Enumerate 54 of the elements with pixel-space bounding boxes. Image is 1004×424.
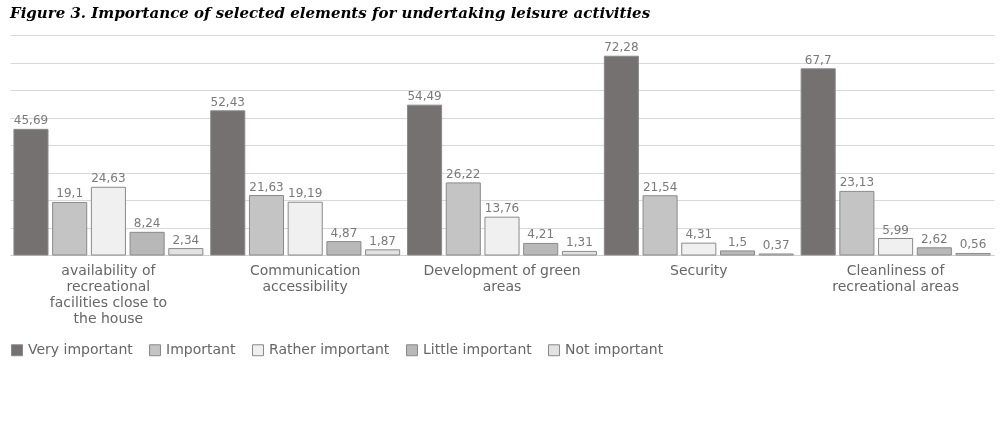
- data-label: 4,21: [527, 227, 555, 242]
- x-tick-label: Communication accessibility: [250, 261, 361, 294]
- data-label: 52,43: [210, 94, 245, 109]
- bar: [326, 241, 362, 256]
- bar: [407, 104, 443, 256]
- data-label: 21,54: [642, 179, 678, 194]
- legend-label: Very important: [28, 341, 134, 358]
- data-label: 4,31: [685, 227, 713, 242]
- bar: [129, 231, 165, 256]
- data-label: 13,76: [484, 201, 520, 216]
- x-tick-label: Cleanliness of recreational areas: [832, 261, 959, 294]
- bar: [90, 186, 126, 256]
- bar: [800, 68, 836, 256]
- data-label: 26,22: [446, 166, 481, 181]
- data-label: 24,63: [91, 171, 126, 186]
- bar: [561, 250, 597, 256]
- data-label: 5,99: [882, 222, 909, 237]
- bar: [287, 201, 323, 256]
- x-tick-label: Development of green areas: [423, 261, 581, 294]
- bar: [365, 249, 401, 256]
- x-tick-label: Security: [670, 261, 728, 278]
- data-label: 19,19: [288, 186, 323, 201]
- bar: [523, 242, 559, 256]
- bar: [168, 248, 204, 256]
- data-label: 72,28: [604, 40, 639, 55]
- bar: [484, 216, 520, 256]
- data-label: 0,56: [959, 237, 987, 252]
- data-label: 4,87: [330, 225, 358, 240]
- data-label: 2,62: [920, 231, 948, 246]
- bar: [603, 55, 639, 256]
- bar: [681, 242, 717, 256]
- data-label: 8,24: [133, 216, 161, 231]
- bar: [878, 238, 914, 256]
- data-label: 54,49: [407, 89, 442, 104]
- data-label: 1,87: [369, 233, 396, 248]
- data-label: 2,34: [172, 232, 200, 247]
- data-label: 45,69: [13, 113, 49, 128]
- legend-label: Rather important: [269, 341, 390, 358]
- bar: [13, 128, 49, 256]
- legend-label: Important: [166, 341, 236, 358]
- data-label: 0,37: [762, 237, 790, 252]
- legend-label: Little important: [423, 341, 533, 358]
- bar: [916, 247, 952, 256]
- data-label: 21,63: [249, 179, 284, 194]
- data-label: 1,5: [727, 234, 748, 249]
- bar: [719, 250, 756, 256]
- data-label: 19,1: [56, 186, 84, 201]
- data-label: 67,7: [804, 52, 832, 67]
- x-tick-label: availability of recreational facilities close to the house: [49, 261, 167, 326]
- chart-title: Figure 3. Importance of selected elements for undertaking leisure activities: [9, 4, 651, 22]
- data-label: 23,13: [839, 175, 875, 190]
- legend-label: Not important: [565, 341, 664, 358]
- data-label: 1,31: [566, 235, 593, 250]
- bar: [210, 110, 246, 256]
